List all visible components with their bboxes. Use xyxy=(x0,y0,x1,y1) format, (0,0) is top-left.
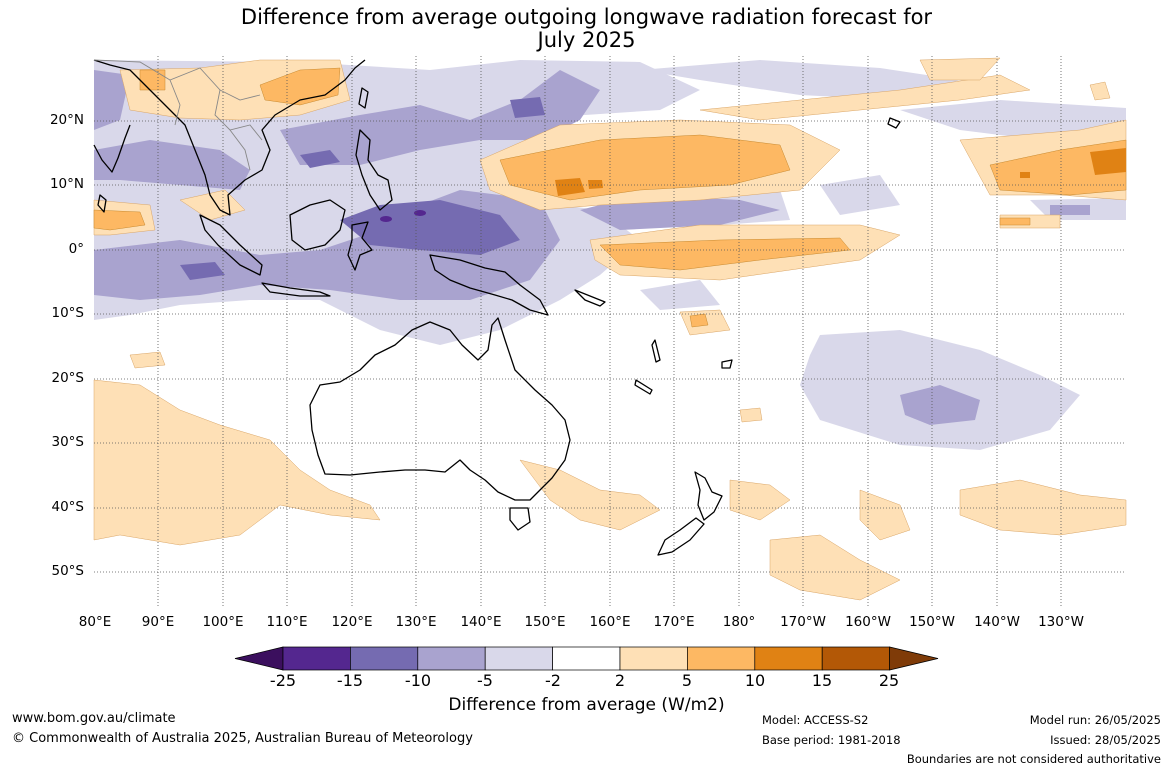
colorbar-segment xyxy=(484,646,553,671)
colorbar-segment xyxy=(552,646,621,671)
lon-label-140e: 140°E xyxy=(460,614,502,630)
lat-label-30s: 30°S xyxy=(51,434,85,450)
lat-label-50s: 50°S xyxy=(51,563,85,579)
lon-label-160w: 160°W xyxy=(845,614,891,630)
lat-label-0: 0° xyxy=(68,241,84,257)
lon-label-130w: 130°W xyxy=(1038,614,1084,630)
colorbar-arrow-left xyxy=(234,646,284,671)
fiji-coastline xyxy=(721,359,733,369)
lon-label-80e: 80°E xyxy=(78,614,112,630)
positive-anomaly-strong xyxy=(555,148,1126,196)
footer-base-period: Base period: 1981-2018 xyxy=(762,733,901,747)
colorbar-segment xyxy=(619,646,688,671)
negative-anomaly-extreme xyxy=(380,210,426,222)
sulawesi-coastline xyxy=(347,221,373,271)
colorbar-segment xyxy=(282,646,351,671)
new-caledonia-coastline xyxy=(634,379,653,395)
lon-label-150e: 150°E xyxy=(524,614,566,630)
colorbar-tick-label: -10 xyxy=(404,671,432,690)
country-borders xyxy=(93,59,263,171)
new-zealand-coastline xyxy=(657,471,723,556)
colorbar-tick-label: -15 xyxy=(336,671,364,690)
lon-label-110e: 110°E xyxy=(266,614,308,630)
footer-issued: Issued: 28/05/2025 xyxy=(1050,733,1161,747)
colorbar-tick-label: -2 xyxy=(545,671,561,690)
graticule xyxy=(94,56,1126,606)
vanuatu-coastline xyxy=(651,339,661,363)
colorbar-tick-label: -25 xyxy=(269,671,297,690)
lat-label-10s: 10°S xyxy=(51,305,85,321)
chart-title-line2: July 2025 xyxy=(537,28,636,52)
lon-label-100e: 100°E xyxy=(202,614,244,630)
footer-disclaimer: Boundaries are not considered authoritat… xyxy=(906,752,1161,766)
coastlines xyxy=(93,59,901,556)
india-coastline xyxy=(93,124,131,173)
sri-lanka-coastline xyxy=(97,194,107,213)
lat-label-20s: 20°S xyxy=(51,370,85,386)
philippines-coastline xyxy=(355,129,393,211)
colorbar-segment xyxy=(350,646,419,671)
colorbar-tick-label: 5 xyxy=(681,671,693,690)
colorbar-tick-label: -5 xyxy=(477,671,493,690)
lon-label-140w: 140°W xyxy=(974,614,1020,630)
colorbar-segment xyxy=(687,646,756,671)
footer-model: Model: ACCESS-S2 xyxy=(762,713,869,727)
colorbar-label: Difference from average (W/m2) xyxy=(448,695,725,715)
borneo-coastline xyxy=(289,199,346,251)
new-guinea-coastline xyxy=(429,254,549,316)
lon-label-120e: 120°E xyxy=(331,614,373,630)
asia-coastline xyxy=(93,59,366,216)
colorbar-segment xyxy=(821,646,890,671)
sumatra-coastline xyxy=(199,214,263,276)
lat-label-40s: 40°S xyxy=(51,499,85,515)
colorbar-segment xyxy=(754,646,823,671)
colorbar-segment xyxy=(417,646,486,671)
colorbar-arrow-right xyxy=(889,646,939,671)
taiwan-coastline xyxy=(358,87,369,109)
colorbar-tick-label: 25 xyxy=(878,671,900,690)
lon-label-90e: 90°E xyxy=(141,614,175,630)
lon-label-180: 180° xyxy=(722,614,756,630)
colorbar-tick-label: 15 xyxy=(811,671,833,690)
chart-title-line1: Difference from average outgoing longwav… xyxy=(240,5,933,29)
negative-anomaly-strong xyxy=(180,97,545,280)
lat-label-10n: 10°N xyxy=(49,176,84,192)
colorbar-tick-label: 2 xyxy=(614,671,626,690)
footer-model-run: Model run: 26/05/2025 xyxy=(1029,713,1161,727)
java-coastline xyxy=(261,282,331,297)
colorbar xyxy=(234,646,939,671)
colorbar-tick-label: 10 xyxy=(744,671,766,690)
lon-label-150w: 150°W xyxy=(909,614,955,630)
hawaii-coastline xyxy=(887,117,901,129)
lon-label-170e: 170°E xyxy=(653,614,695,630)
tasmania-coastline xyxy=(509,507,531,531)
solomon-islands-coastline xyxy=(574,289,606,307)
footer-website: www.bom.gov.au/climate xyxy=(12,711,176,726)
lon-label-170w: 170°W xyxy=(780,614,826,630)
footer-copyright: © Commonwealth of Australia 2025, Austra… xyxy=(12,731,473,746)
lat-label-20n: 20°N xyxy=(49,112,84,128)
lon-label-160e: 160°E xyxy=(589,614,631,630)
lon-label-130e: 130°E xyxy=(395,614,437,630)
australia-coastline xyxy=(309,317,571,501)
